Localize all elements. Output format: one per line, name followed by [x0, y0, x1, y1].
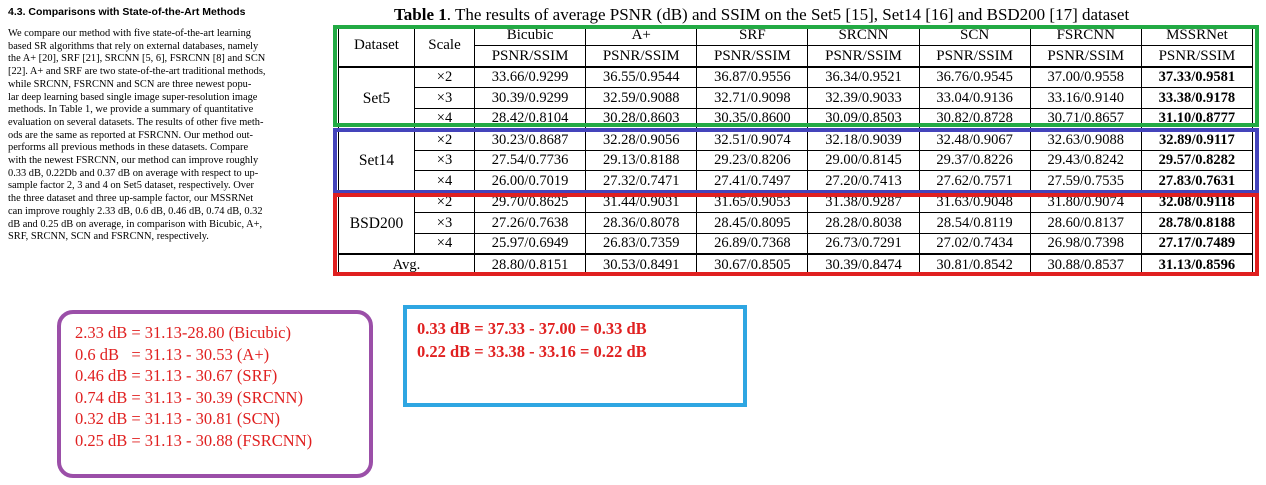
header-metric: PSNR/SSIM [473, 45, 587, 68]
value-cell: 29.57/0.8282 [1140, 149, 1254, 172]
body-line: performs all previous methods in these d… [8, 142, 249, 154]
body-line: sample factor 2, 3 and 4 on Set5 dataset… [8, 180, 255, 192]
value-cell: 28.45/0.8095 [696, 212, 809, 234]
table-caption: Table 1. The results of average PSNR (dB… [394, 5, 1129, 25]
body-line: can improve roughly 2.33 dB, 0.6 dB, 0.4… [8, 205, 263, 217]
average-value-cell: 30.88/0.8537 [1029, 253, 1142, 277]
note-line: 0.25 dB = 31.13 - 30.88 (FSRCNN) [75, 430, 313, 450]
value-cell: 29.43/0.8242 [1029, 149, 1142, 172]
body-line: [22]. A+ and SRF are two state-of-the-ar… [8, 66, 266, 78]
table-row: Set14 ×2 30.23/0.8687 32.28/0.9056 32.51/0.9… [338, 128, 1254, 193]
value-cell: 27.62/0.7571 [918, 170, 1031, 193]
header-metric: PSNR/SSIM [696, 45, 809, 68]
value-cell: 27.54/0.7736 [473, 149, 587, 172]
note-line: 0.32 dB = 31.13 - 30.81 (SCN) [75, 409, 281, 428]
value-cell: 29.13/0.8188 [585, 149, 698, 172]
body-line: We compare our method with five state-of… [8, 28, 251, 39]
table-caption-label: Table 1 [394, 5, 447, 24]
body-line: SRF, SRCNN, SCN and FSRCNN, respectively… [8, 231, 209, 243]
header-dataset: Dataset [338, 24, 415, 68]
body-line: ods are the same as reported at FSRCNN. … [8, 129, 253, 141]
average-gain-note: 2.33 dB = 31.13-28.80 (Bicubic) 0.6 dB =… [57, 310, 373, 478]
body-line: the A+ [20], SRF [21], SRCNN [5, 6], FSR… [8, 53, 266, 65]
results-table: Dataset Scale Bicubic A+ SRF SRCNN SCN F… [338, 24, 1254, 277]
note-line: 0.22 dB = 33.38 - 33.16 = 0.22 dB [417, 342, 647, 361]
table-row: ×3 30.39/0.9299 32.59/0.9088 32.71/0.9098 32… [339, 87, 1254, 109]
body-line: lar deep learning based single image sup… [8, 91, 258, 103]
average-row: Avg. 28.80/0.8151 30.53/0.8491 30.67/0.8505… [338, 253, 1254, 277]
table-caption-text: . The results of average PSNR (dB) and S… [446, 5, 1130, 24]
table-header-row: Dataset Scale Bicubic A+ SRF SRCNN SCN F… [338, 24, 1254, 68]
value-cell: 27.02/0.7434 [918, 232, 1031, 255]
note-line: 2.33 dB = 31.13-28.80 (Bicubic) [75, 323, 291, 342]
average-value-cell: 30.67/0.8505 [696, 253, 809, 277]
value-cell: 33.38/0.9178 [1140, 87, 1254, 109]
value-cell: 32.28/0.9056 [585, 128, 698, 151]
value-cell: 27.17/0.7489 [1140, 232, 1254, 255]
scale-cell: ×3 [414, 149, 475, 172]
value-cell: 28.54/0.8119 [918, 212, 1031, 234]
body-line: evaluation on several datasets. The resu… [8, 116, 264, 128]
bsd200-highlight-frame [333, 193, 1259, 276]
value-cell: 32.48/0.9067 [918, 128, 1031, 151]
paper-section: 4.3. Comparisons with State-of-the-Art M… [8, 6, 318, 244]
value-cell: 29.37/0.8226 [918, 149, 1031, 172]
results-table-body: Dataset Scale Bicubic A+ SRF SRCNN SCN F… [338, 24, 1254, 277]
body-line: based SR algorithms that rely on externa… [8, 40, 259, 52]
header-metric: PSNR/SSIM [585, 45, 698, 68]
body-line: 0.33 dB, 0.22Db and 0.37 dB on average w… [8, 167, 259, 179]
value-cell: 33.04/0.9136 [918, 87, 1031, 109]
header-method: FSRCNN [1029, 24, 1142, 47]
value-cell: 32.71/0.9098 [696, 87, 809, 109]
table-subheader-row: PSNR/SSIM PSNR/SSIM PSNR/SSIM PSNR/SSIM … [339, 45, 1254, 68]
table-row: ×4 25.97/0.6949 26.83/0.7359 26.89/0.7368 26… [339, 232, 1254, 255]
note-line: 0.46 dB = 31.13 - 30.67 (SRF) [75, 366, 278, 385]
value-cell: 27.32/0.7471 [585, 170, 698, 193]
value-cell: 28.28/0.8038 [807, 212, 920, 234]
value-cell: 33.16/0.9140 [1029, 87, 1142, 109]
table-row: ×3 27.26/0.7638 28.36/0.8078 28.45/0.8095 28… [339, 212, 1254, 234]
body-line: dB and 0.25 dB on average, in comparison… [8, 218, 263, 230]
dataset-cell: Set5 [338, 65, 415, 130]
note-line: 0.33 dB = 37.33 - 37.00 = 0.33 dB [417, 319, 647, 338]
value-cell: 37.33/0.9581 [1140, 65, 1254, 89]
header-metric: PSNR/SSIM [1140, 45, 1254, 68]
value-cell: 32.59/0.9088 [585, 87, 698, 109]
value-cell: 32.39/0.9033 [807, 87, 920, 109]
value-cell: 26.89/0.7368 [696, 232, 809, 255]
value-cell: 27.26/0.7638 [473, 212, 587, 234]
table-row: Set5 ×2 33.66/0.9299 36.55/0.9544 36.87/0.95… [338, 65, 1254, 130]
header-metric: PSNR/SSIM [1029, 45, 1142, 68]
value-cell: 29.00/0.8145 [807, 149, 920, 172]
set5-highlight-frame [333, 25, 1259, 127]
body-line: methods. In Table 1, we provide a summar… [8, 104, 254, 116]
scale-cell: ×3 [414, 212, 475, 234]
header-scale: Scale [414, 24, 475, 68]
value-cell: 30.39/0.9299 [473, 87, 587, 109]
section-heading: 4.3. Comparisons with State-of-the-Art M… [8, 6, 246, 18]
average-value-cell: 30.53/0.8491 [585, 253, 698, 277]
value-cell: 28.36/0.8078 [585, 212, 698, 234]
value-cell: 26.73/0.7291 [807, 232, 920, 255]
section-body: We compare our method with five state-of… [8, 28, 318, 244]
note-line: 0.74 dB = 31.13 - 30.39 (SRCNN) [75, 387, 303, 407]
value-cell: 28.60/0.8137 [1029, 212, 1142, 234]
set14-highlight-frame [333, 128, 1259, 194]
body-line: while SRCNN, FSRCNN and SCN are three ne… [8, 78, 252, 90]
set5-gain-note: 0.33 dB = 37.33 - 37.00 = 0.33 dB 0.22 d… [403, 305, 747, 407]
body-line: the three dataset and three up-sample fa… [8, 193, 254, 205]
table-row: ×3 27.54/0.7736 29.13/0.8188 29.23/0.8206 29… [339, 149, 1254, 172]
note-line: 0.6 dB = 31.13 - 30.53 (A+) [75, 344, 270, 364]
body-line: with the newest FSRCNN, our method can i… [8, 155, 259, 167]
value-cell: 27.83/0.7631 [1140, 170, 1254, 193]
value-cell: 28.78/0.8188 [1140, 212, 1254, 234]
table-row: ×4 26.00/0.7019 27.32/0.7471 27.41/0.7497 27… [339, 170, 1254, 193]
